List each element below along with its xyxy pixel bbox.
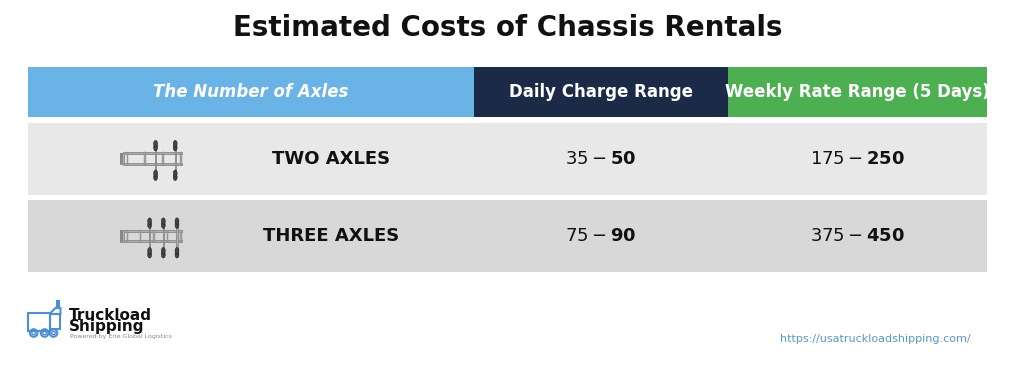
Text: Powered by Erie Global Logistics: Powered by Erie Global Logistics [71, 334, 172, 339]
Bar [162, 152, 164, 165]
Bar [49, 314, 60, 329]
Text: https://usatruckloadshipping.com/: https://usatruckloadshipping.com/ [780, 334, 971, 344]
Bar [57, 301, 59, 308]
Text: $75 - $90: $75 - $90 [565, 227, 636, 245]
Bar [176, 219, 177, 253]
Bar [180, 230, 181, 242]
Ellipse shape [154, 144, 158, 151]
Text: THREE AXLES: THREE AXLES [263, 227, 399, 245]
Bar [123, 163, 182, 165]
Text: $375 - $450: $375 - $450 [810, 227, 905, 245]
Bar [28, 123, 474, 194]
Bar [120, 230, 124, 242]
Bar [167, 230, 168, 242]
Bar [127, 152, 128, 165]
Bar [474, 200, 728, 272]
Text: $175 - $250: $175 - $250 [810, 149, 905, 168]
Bar [474, 123, 728, 194]
Ellipse shape [175, 251, 179, 258]
Bar [123, 152, 182, 154]
Ellipse shape [162, 251, 165, 258]
Bar [120, 153, 124, 164]
Ellipse shape [147, 251, 152, 258]
Bar [144, 152, 146, 165]
Bar [155, 142, 157, 175]
Bar [123, 230, 182, 232]
Ellipse shape [147, 218, 152, 224]
Text: Estimated Costs of Chassis Rentals: Estimated Costs of Chassis Rentals [232, 14, 782, 42]
Bar [140, 230, 141, 242]
Ellipse shape [175, 248, 179, 254]
Bar [728, 200, 987, 272]
Ellipse shape [162, 222, 165, 228]
Text: $35 - $50: $35 - $50 [565, 149, 636, 168]
Bar [28, 200, 474, 272]
Bar [175, 142, 176, 175]
Bar [123, 240, 182, 242]
Ellipse shape [154, 170, 158, 177]
Ellipse shape [173, 170, 177, 177]
Ellipse shape [175, 222, 179, 228]
Ellipse shape [173, 174, 177, 180]
Text: Daily Charge Range: Daily Charge Range [509, 83, 693, 101]
Bar [28, 313, 49, 331]
Text: Weekly Rate Range (5 Days): Weekly Rate Range (5 Days) [725, 83, 990, 101]
Ellipse shape [154, 140, 158, 147]
Ellipse shape [147, 222, 152, 228]
Ellipse shape [154, 174, 158, 180]
Bar [28, 67, 474, 117]
Text: Shipping: Shipping [70, 320, 144, 335]
Ellipse shape [162, 218, 165, 224]
Ellipse shape [162, 248, 165, 254]
Bar [154, 230, 155, 242]
Ellipse shape [175, 218, 179, 224]
Bar [150, 219, 151, 253]
Bar [163, 219, 164, 253]
Text: Truckload: Truckload [70, 307, 153, 323]
Bar [728, 67, 987, 117]
Bar [180, 152, 181, 165]
Ellipse shape [173, 140, 177, 147]
Ellipse shape [173, 144, 177, 151]
Bar [127, 230, 128, 242]
Bar [474, 67, 728, 117]
Text: TWO AXLES: TWO AXLES [272, 149, 390, 168]
Ellipse shape [147, 248, 152, 254]
Text: The Number of Axles: The Number of Axles [153, 83, 348, 101]
Bar [728, 123, 987, 194]
